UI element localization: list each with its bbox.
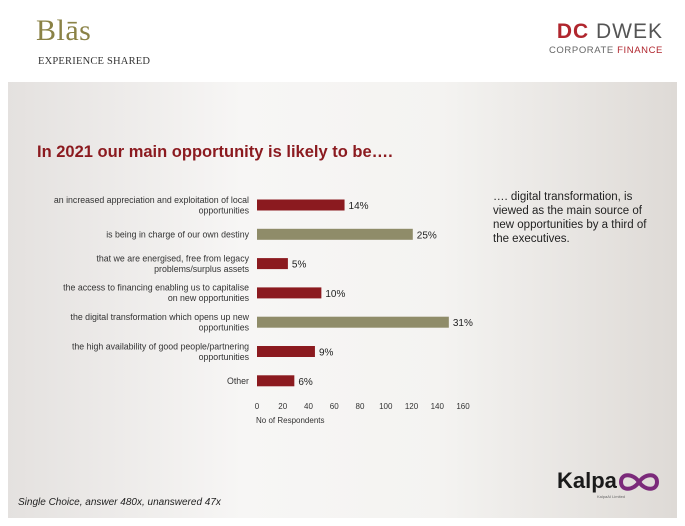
category-label-3-1: on new opportunities — [168, 293, 250, 303]
x-tick-1: 20 — [278, 402, 287, 411]
bar-3 — [257, 287, 322, 299]
category-label-2-0: that we are energised, free from legacy — [96, 253, 249, 263]
dc-logo-sub2: FINANCE — [617, 45, 663, 56]
dc-logo-sub1: CORPORATE — [548, 45, 614, 56]
header-bar: Blās EXPERIENCE SHARED DC DWEK CORPORATE… — [0, 0, 685, 82]
bar-0 — [257, 199, 345, 211]
bar-4 — [257, 316, 449, 328]
bar-label-6: 6% — [298, 377, 313, 388]
kalpa-wordmark: Kalpa — [557, 468, 617, 493]
bar-label-0: 14% — [349, 201, 369, 212]
category-label-0-0: an increased appreciation and exploitati… — [54, 195, 249, 205]
bar-label-5: 9% — [319, 348, 334, 359]
bar-label-4: 31% — [453, 318, 473, 329]
category-label-4-0: the digital transformation which opens u… — [71, 312, 250, 322]
x-tick-6: 120 — [405, 402, 419, 411]
footer-note: Single Choice, answer 480x, unanswered 4… — [18, 497, 221, 508]
dc-dwek-logo: DC DWEK CORPORATE FINANCE — [549, 20, 663, 56]
insight-note: …. digital transformation, is viewed as … — [493, 191, 647, 245]
kalpa-subtitle: KalpaAI Limited — [597, 494, 626, 499]
category-label-6-0: Other — [227, 376, 249, 386]
category-label-1-0: is being in charge of our own destiny — [106, 229, 249, 239]
x-tick-5: 100 — [379, 402, 393, 411]
x-tick-8: 160 — [456, 402, 470, 411]
category-label-5-0: the high availability of good people/par… — [72, 341, 249, 351]
category-label-0-1: opportunities — [199, 205, 250, 215]
blas-tagline: EXPERIENCE SHARED — [38, 56, 151, 67]
chart-headline: In 2021 our main opportunity is likely t… — [37, 143, 393, 161]
bar-5 — [257, 346, 315, 357]
bar-label-1: 25% — [417, 230, 437, 241]
dc-logo-part1: DC — [556, 20, 590, 43]
x-tick-7: 140 — [431, 402, 445, 411]
x-tick-3: 60 — [330, 402, 339, 411]
x-tick-2: 40 — [304, 402, 313, 411]
bar-label-3: 10% — [325, 289, 345, 300]
bar-label-2: 5% — [292, 260, 307, 271]
category-label-2-1: problems/surplus assets — [154, 264, 249, 274]
bar-1 — [257, 228, 413, 240]
category-label-4-1: opportunities — [199, 322, 250, 332]
dc-logo-part2: DWEK — [596, 20, 663, 43]
x-tick-0: 0 — [255, 402, 260, 411]
infinity-icon — [618, 473, 660, 491]
blas-logo: Blās — [36, 14, 92, 47]
bar-6 — [257, 375, 295, 387]
x-axis-label: No of Respondents — [256, 416, 325, 425]
bar-2 — [257, 258, 288, 270]
category-label-5-1: opportunities — [199, 352, 250, 362]
x-tick-4: 80 — [356, 402, 365, 411]
content-panel — [8, 82, 677, 518]
category-label-3-0: the access to financing enabling us to c… — [63, 283, 249, 293]
